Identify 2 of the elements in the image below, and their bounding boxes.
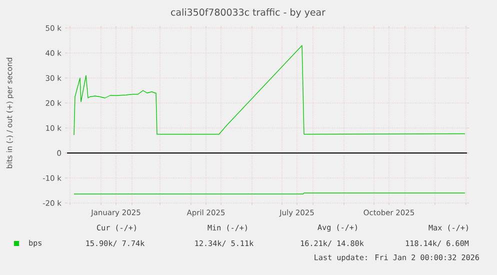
chart-title: cali350f780033c traffic - by year <box>171 8 326 18</box>
line-series <box>74 45 466 136</box>
